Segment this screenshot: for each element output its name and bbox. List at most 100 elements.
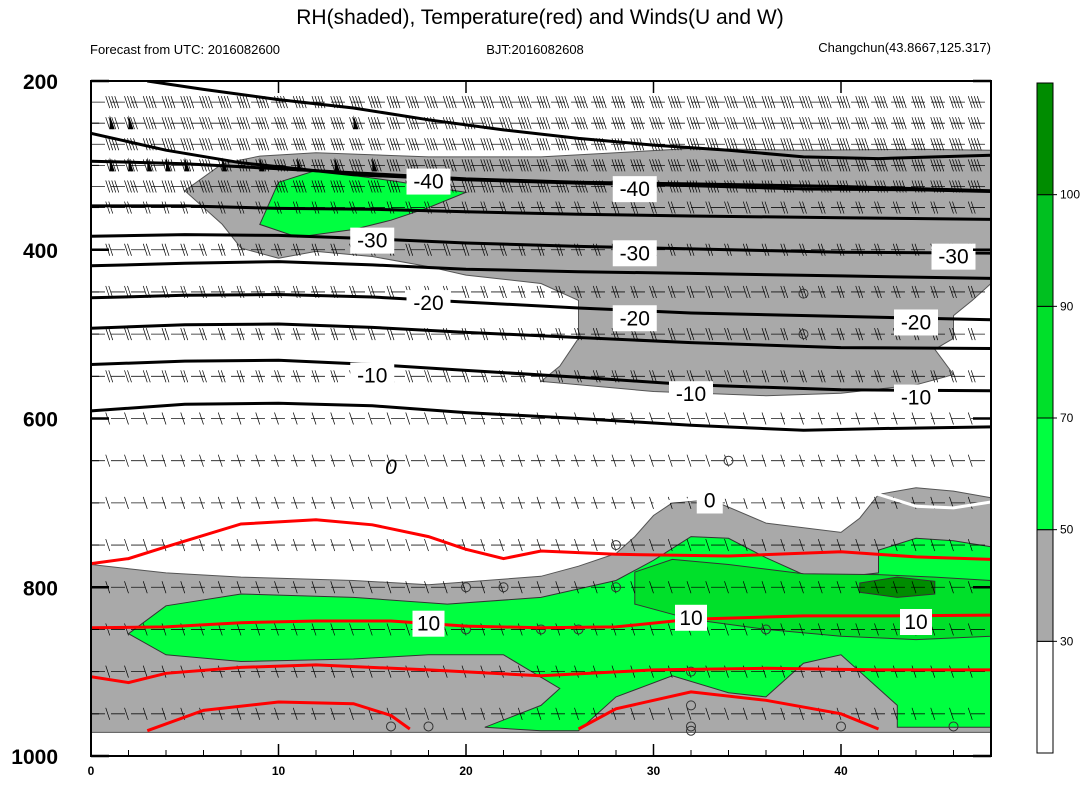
wind-barb-staff — [874, 581, 879, 594]
contour-label: -40 — [406, 168, 451, 195]
wind-barb-staff — [892, 138, 898, 151]
wind-barb-staff — [630, 496, 636, 509]
colorbar-segment — [1036, 82, 1054, 196]
wind-barb-staff — [142, 496, 148, 509]
wind-barb-tick — [314, 95, 320, 109]
wind-barb-staff — [349, 707, 354, 720]
wind-barb-staff — [742, 370, 748, 383]
wind-barb-tick — [745, 138, 751, 151]
wind-barb-tick — [933, 370, 939, 383]
wind-barb-staff — [517, 117, 523, 130]
wind-flag — [353, 115, 359, 130]
wind-barb-tick — [333, 243, 339, 256]
wind-barb-tick — [877, 328, 882, 341]
wind-barb-staff — [330, 454, 336, 467]
wind-barb-staff — [592, 538, 598, 552]
wind-barb-staff — [705, 201, 711, 214]
wind-barb-staff — [124, 412, 129, 425]
wind-barb-tick — [333, 370, 339, 383]
wind-barb-tick — [451, 159, 457, 172]
wind-barb-tick — [108, 180, 114, 193]
wind-barb-tick — [842, 95, 848, 109]
wind-barb-tick — [505, 180, 510, 193]
wind-barb-staff — [424, 243, 429, 256]
wind-barb-staff — [911, 117, 917, 130]
wind-barb-staff — [461, 285, 467, 299]
wind-barb-staff — [199, 138, 204, 151]
wind-barb-tick — [148, 95, 154, 109]
wind-barb-tick — [486, 159, 492, 172]
contour-label: -40 — [612, 176, 657, 203]
wind-barb-tick — [264, 117, 270, 130]
wind-barb-tick — [917, 138, 923, 151]
wind-barb-staff — [855, 328, 861, 341]
wind-barb-tick — [467, 159, 473, 172]
wind-barb-tick — [620, 159, 626, 172]
wind-barb-tick — [164, 95, 170, 109]
wind-barb-staff — [517, 707, 523, 720]
wind-barb-tick — [133, 180, 138, 193]
wind-barb-tick — [864, 138, 870, 151]
wind-barb-tick — [317, 138, 323, 151]
wind-barb-tick — [483, 95, 489, 109]
wind-barb-staff — [949, 201, 954, 214]
wind-barb-staff — [199, 707, 204, 720]
wind-barb-tick — [167, 95, 173, 109]
wind-barb-staff — [330, 581, 336, 594]
wind-barb-tick — [277, 138, 282, 151]
wind-barb-staff — [892, 95, 898, 109]
wind-barb-staff — [105, 180, 111, 193]
wind-barb-staff — [274, 623, 279, 636]
wind-barb-tick — [845, 95, 851, 109]
wind-barb-staff — [949, 159, 954, 172]
wind-barb-tick — [673, 159, 679, 172]
wind-barb-tick — [170, 138, 176, 151]
wind-barb-staff — [667, 581, 673, 594]
wind-barb-tick — [839, 159, 845, 172]
wind-barb-tick — [183, 138, 189, 151]
wind-barb-staff — [724, 95, 729, 109]
wind-barb-staff — [311, 328, 317, 341]
wind-barb-staff — [199, 180, 204, 193]
wind-barb-tick — [748, 159, 754, 172]
wind-barb-staff — [292, 328, 298, 341]
wind-barb-tick — [392, 95, 398, 109]
wind-barb-tick — [823, 117, 829, 130]
wind-barb-tick — [317, 117, 323, 130]
contour-label-bg — [894, 384, 938, 411]
wind-barb-staff — [255, 538, 261, 552]
x-tick-label: 10 — [272, 764, 286, 778]
wind-barb-staff — [161, 707, 167, 720]
wind-barb-tick — [164, 370, 170, 383]
wind-barb-staff — [367, 95, 373, 109]
wind-barb-tick — [408, 370, 414, 383]
wind-barb-staff — [499, 538, 504, 552]
wind-barb-tick — [520, 117, 526, 130]
wind-barb-tick — [245, 117, 251, 130]
wind-barb-staff — [855, 496, 861, 509]
wind-barb-tick — [239, 117, 245, 130]
wind-barb-tick — [283, 95, 288, 109]
wind-barb-tick — [539, 159, 545, 172]
wind-barb-staff — [742, 159, 748, 172]
wind-barb-staff — [667, 454, 673, 467]
wind-barb-staff — [105, 138, 111, 151]
wind-barb-tick — [595, 285, 601, 299]
wind-barb-staff — [855, 581, 861, 594]
wind-barb-tick — [489, 138, 495, 151]
wind-barb-staff — [892, 623, 898, 636]
wind-barb-tick — [170, 95, 176, 109]
wind-barb-staff — [367, 201, 373, 214]
wind-barb-staff — [217, 328, 223, 341]
wind-barb-tick — [358, 138, 363, 151]
wind-barb-staff — [649, 623, 654, 636]
calm-wind-circle — [611, 540, 621, 551]
wind-barb-tick — [314, 117, 320, 130]
wind-barb-tick — [727, 138, 732, 151]
wind-barb-staff — [874, 707, 879, 720]
wind-barb-staff — [499, 117, 504, 130]
wind-barb-tick — [914, 138, 920, 151]
wind-barb-tick — [839, 95, 845, 109]
wind-barb-tick — [226, 138, 232, 151]
wind-barb-tick — [277, 328, 282, 341]
